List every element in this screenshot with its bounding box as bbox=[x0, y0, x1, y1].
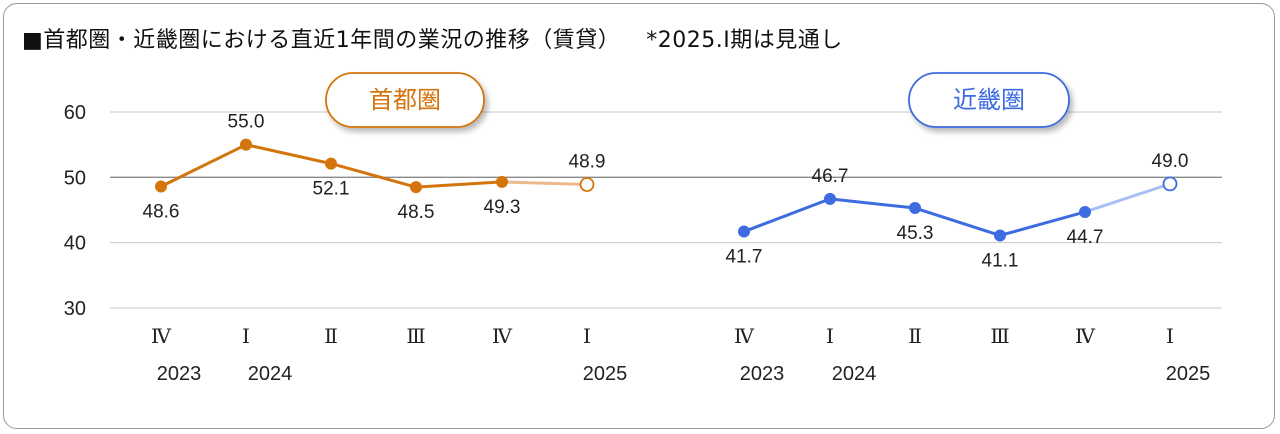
x-tick-quarter: Ⅱ bbox=[324, 324, 338, 348]
x-tick-quarter: Ⅳ bbox=[734, 324, 755, 348]
data-label-kinki: 41.7 bbox=[726, 247, 763, 268]
x-tick-year: 2023 bbox=[157, 363, 202, 385]
data-label-shutoken: 48.9 bbox=[569, 152, 606, 173]
y-tick-label: 60 bbox=[64, 102, 86, 124]
data-point-kinki bbox=[738, 225, 750, 238]
y-tick-label: 40 bbox=[64, 233, 86, 255]
panel-title-pill-kinki bbox=[908, 72, 1070, 128]
panel-title-shutoken: 首都圏 bbox=[369, 86, 441, 114]
data-label-shutoken: 55.0 bbox=[228, 112, 265, 133]
data-point-shutoken bbox=[240, 138, 252, 151]
x-tick-year: 2025 bbox=[583, 363, 628, 385]
x-tick-quarter: Ⅳ bbox=[492, 324, 513, 348]
data-point-kinki bbox=[1079, 205, 1091, 218]
x-tick-quarter: Ⅲ bbox=[990, 324, 1009, 348]
data-point-kinki bbox=[909, 202, 921, 215]
data-point-shutoken bbox=[325, 157, 337, 170]
data-point-kinki bbox=[994, 229, 1006, 242]
data-point-shutoken bbox=[410, 181, 422, 194]
panel-title-kinki: 近畿圏 bbox=[953, 86, 1025, 114]
data-label-kinki: 41.1 bbox=[982, 250, 1019, 271]
data-label-kinki: 45.3 bbox=[897, 223, 934, 244]
data-label-shutoken: 48.5 bbox=[398, 202, 435, 223]
data-point-shutoken bbox=[155, 180, 167, 193]
x-tick-quarter: Ⅰ bbox=[242, 324, 250, 348]
data-label-shutoken: 52.1 bbox=[313, 179, 350, 200]
x-tick-quarter: Ⅰ bbox=[1166, 324, 1174, 348]
x-tick-quarter: Ⅲ bbox=[406, 324, 425, 348]
data-label-kinki: 44.7 bbox=[1067, 227, 1104, 248]
y-tick-label: 30 bbox=[64, 298, 86, 320]
x-tick-year: 2023 bbox=[740, 363, 785, 385]
chart-title: ■首都圏・近畿圏における直近1年間の業況の推移（賃貸） *2025.Ⅰ期は見通し bbox=[22, 22, 843, 54]
data-label-kinki: 46.7 bbox=[812, 166, 849, 187]
chart-title-main: ■首都圏・近畿圏における直近1年間の業況の推移（賃貸） bbox=[22, 28, 621, 53]
y-tick-label: 50 bbox=[64, 167, 86, 189]
x-tick-year: 2025 bbox=[1166, 363, 1211, 385]
x-tick-quarter: Ⅰ bbox=[583, 324, 591, 348]
forecast-point-shutoken bbox=[579, 177, 595, 192]
data-label-shutoken: 48.6 bbox=[143, 201, 180, 222]
data-label-kinki: 49.0 bbox=[1152, 151, 1189, 172]
x-tick-quarter: Ⅳ bbox=[151, 324, 172, 348]
data-point-kinki bbox=[824, 192, 836, 205]
data-label-shutoken: 49.3 bbox=[484, 197, 521, 218]
chart-title-note: *2025.Ⅰ期は見通し bbox=[646, 28, 843, 53]
x-tick-year: 2024 bbox=[832, 363, 877, 385]
x-tick-quarter: Ⅱ bbox=[908, 324, 922, 348]
x-tick-quarter: Ⅰ bbox=[826, 324, 834, 348]
forecast-line-shutoken bbox=[501, 180, 588, 187]
x-tick-quarter: Ⅳ bbox=[1075, 324, 1096, 348]
forecast-point-kinki bbox=[1162, 176, 1178, 192]
data-point-shutoken bbox=[496, 175, 508, 188]
chart-card bbox=[3, 3, 1275, 429]
panel-title-pill-shutoken bbox=[325, 72, 485, 128]
x-tick-year: 2024 bbox=[248, 363, 293, 385]
forecast-line-kinki bbox=[1084, 182, 1171, 214]
